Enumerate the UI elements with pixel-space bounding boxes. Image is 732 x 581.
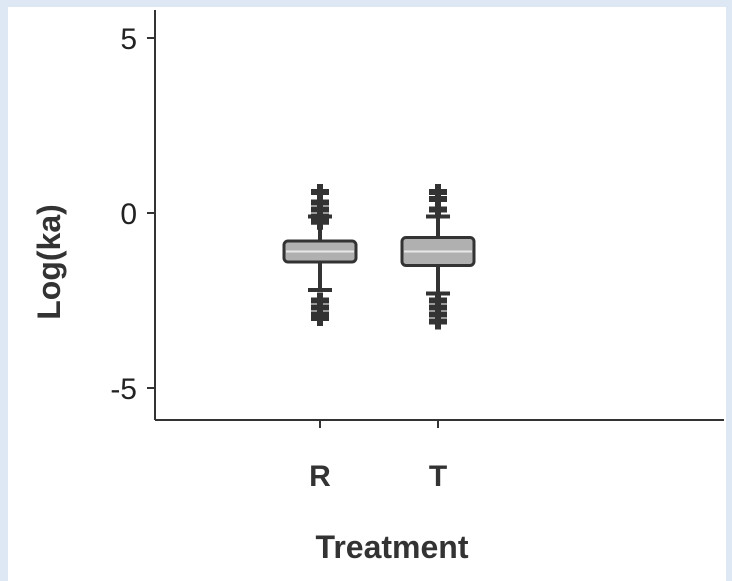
y-tick-label: 0 bbox=[120, 198, 137, 231]
x-tick-label: R bbox=[309, 460, 331, 493]
y-axis-title: Log(ka) bbox=[31, 204, 67, 320]
frame-border-right bbox=[726, 0, 732, 581]
box-R bbox=[282, 184, 358, 326]
outlier-point-stem bbox=[317, 184, 323, 200]
boxes bbox=[282, 184, 476, 330]
box-T bbox=[400, 184, 476, 330]
outlier-point-stem bbox=[435, 191, 441, 207]
outlier-point-stem bbox=[435, 313, 441, 330]
x-tick-label: T bbox=[429, 460, 447, 493]
axes bbox=[154, 10, 724, 421]
outlier-point-stem bbox=[435, 201, 441, 218]
y-tick-label: 5 bbox=[120, 23, 137, 56]
frame-border-top bbox=[0, 0, 732, 7]
y-tick-label: -5 bbox=[110, 373, 137, 406]
y-ticks: 5 0 -5 bbox=[110, 23, 155, 406]
frame-border-left bbox=[0, 0, 8, 581]
outlier-point-stem bbox=[317, 213, 323, 230]
outlier-point-stem bbox=[317, 310, 323, 326]
x-axis-title: Treatment bbox=[316, 529, 469, 565]
